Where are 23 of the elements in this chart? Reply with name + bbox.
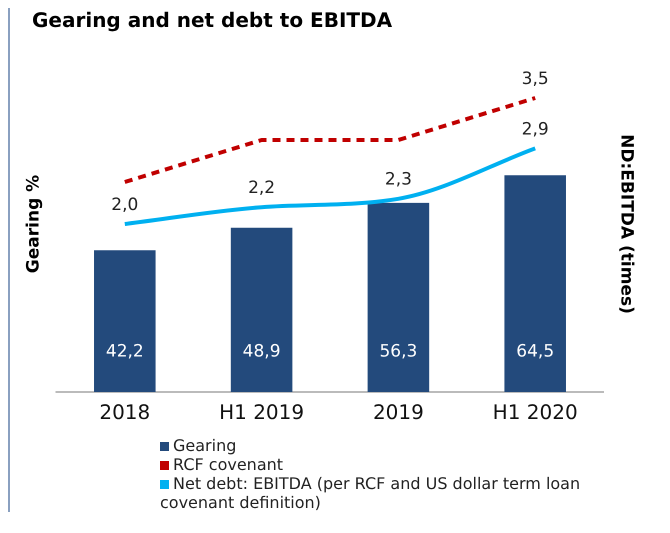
bar	[504, 175, 566, 392]
data-label: 2,9	[522, 119, 549, 140]
data-label: 42,2	[106, 341, 144, 362]
x-tick-label: H1 2020	[492, 400, 578, 424]
data-label: 56,3	[379, 341, 418, 362]
data-label: 3,5	[522, 68, 549, 89]
x-tick-label: 2019	[372, 400, 424, 424]
x-tick-label: H1 2019	[219, 400, 304, 424]
x-tick-label: 2018	[99, 400, 150, 424]
chart-title: Gearing and net debt to EBITDA	[31, 8, 394, 34]
data-label: 2,0	[111, 194, 138, 215]
bar	[94, 250, 156, 392]
data-label: 48,9	[242, 341, 281, 362]
legend-label: Net debt: EBITDA (per RCF and US dollar term loan covenant definition)	[160, 474, 580, 512]
y-axis-title: Gearing %	[24, 174, 44, 274]
y2-axis-title: ND:EBITDA (times)	[616, 134, 636, 314]
legend-label: Gearing	[173, 436, 236, 455]
legend-label: RCF covenant	[173, 455, 284, 474]
data-label: 2,3	[384, 170, 412, 190]
data-label: 2,2	[248, 178, 276, 198]
bar	[368, 202, 430, 392]
bar	[230, 228, 292, 392]
data-label: 64,5	[516, 341, 554, 362]
